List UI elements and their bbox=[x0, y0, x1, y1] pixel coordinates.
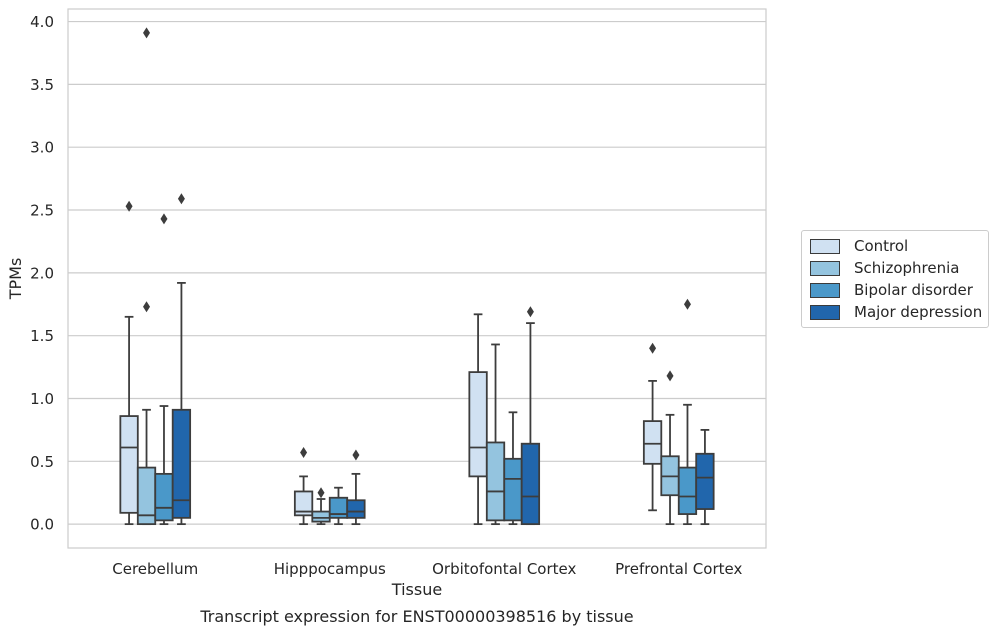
y-axis-label: TPMs bbox=[6, 258, 25, 301]
box-2-1 bbox=[328, 486, 349, 526]
box-1-0 bbox=[136, 27, 157, 526]
x-tick-label: Hipppocampus bbox=[274, 560, 386, 578]
legend-label: Major depression bbox=[854, 303, 983, 321]
outlier-point bbox=[300, 447, 308, 459]
outlier-point bbox=[317, 487, 325, 499]
outlier-point bbox=[177, 193, 185, 205]
legend-swatch bbox=[810, 304, 840, 320]
legend-item-major-depression: Major depression bbox=[810, 303, 982, 321]
legend: Control Schizophrenia Bipolar disorder M… bbox=[801, 230, 989, 328]
iqr-box bbox=[642, 420, 663, 465]
outlier-point bbox=[649, 342, 657, 354]
legend-label: Schizophrenia bbox=[854, 259, 960, 277]
box-3-1 bbox=[346, 449, 366, 526]
iqr-box bbox=[171, 408, 192, 519]
legend-swatch bbox=[810, 282, 840, 298]
box-0-0 bbox=[119, 200, 139, 526]
box-3-3 bbox=[695, 428, 715, 526]
iqr-box bbox=[503, 457, 523, 522]
x-tick-label: Prefrontal Cortex bbox=[615, 560, 742, 578]
iqr-box bbox=[677, 466, 698, 515]
box-2-2 bbox=[503, 411, 523, 526]
y-tick-label: 3.0 bbox=[30, 139, 54, 157]
box-series bbox=[119, 27, 715, 526]
legend-item-control: Control bbox=[810, 237, 908, 255]
iqr-box bbox=[346, 499, 366, 519]
x-tick-label: Orbitofontal Cortex bbox=[432, 560, 576, 578]
iqr-box bbox=[311, 510, 331, 523]
x-tick-label: Cerebellum bbox=[112, 560, 198, 578]
outlier-point bbox=[143, 301, 151, 313]
outlier-point bbox=[683, 298, 691, 310]
iqr-box bbox=[119, 415, 139, 514]
y-tick-label: 1.0 bbox=[30, 390, 54, 408]
x-axis-label: Tissue bbox=[391, 580, 442, 599]
y-tick-label: 2.5 bbox=[30, 202, 54, 220]
box-2-3 bbox=[677, 298, 698, 526]
outlier-point bbox=[160, 213, 168, 225]
outlier-point bbox=[352, 449, 360, 461]
box-1-2 bbox=[485, 343, 506, 526]
box-0-1 bbox=[293, 447, 314, 526]
box-2-0 bbox=[154, 213, 174, 526]
legend-item-schizophrenia: Schizophrenia bbox=[810, 259, 959, 277]
legend-swatch bbox=[810, 238, 840, 254]
box-3-2 bbox=[520, 306, 541, 526]
plot-frame bbox=[67, 8, 767, 549]
iqr-box bbox=[154, 472, 174, 522]
y-tick-label: 0.5 bbox=[30, 453, 54, 471]
outlier-point bbox=[143, 27, 151, 39]
y-tick-label: 0.0 bbox=[30, 516, 54, 534]
iqr-box bbox=[293, 490, 314, 517]
box-1-1 bbox=[311, 487, 331, 526]
legend-swatch bbox=[810, 260, 840, 276]
y-tick-label: 4.0 bbox=[30, 13, 54, 31]
axes: 0.0 0.5 1.0 1.5 2.0 2.5 3.0 3.5 4.0 Cerebellum Hip… bbox=[30, 13, 742, 578]
y-tick-label: 3.5 bbox=[30, 76, 54, 94]
iqr-box bbox=[485, 441, 506, 522]
outlier-point bbox=[125, 200, 133, 212]
outlier-point bbox=[666, 370, 674, 382]
legend-label: Bipolar disorder bbox=[854, 281, 973, 299]
y-tick-label: 1.5 bbox=[30, 327, 54, 345]
box-1-3 bbox=[660, 370, 680, 526]
box-0-2 bbox=[468, 313, 488, 526]
chart-caption: Transcript expression for ENST0000039851… bbox=[199, 607, 633, 626]
iqr-box bbox=[695, 452, 715, 510]
box-0-3 bbox=[642, 342, 663, 512]
legend-label: Control bbox=[854, 237, 909, 255]
iqr-box bbox=[468, 371, 488, 478]
iqr-box bbox=[520, 442, 541, 526]
legend-item-bipolar-disorder: Bipolar disorder bbox=[810, 281, 973, 299]
y-tick-label: 2.0 bbox=[30, 264, 54, 282]
box-3-0 bbox=[171, 193, 192, 526]
outlier-point bbox=[526, 306, 534, 318]
